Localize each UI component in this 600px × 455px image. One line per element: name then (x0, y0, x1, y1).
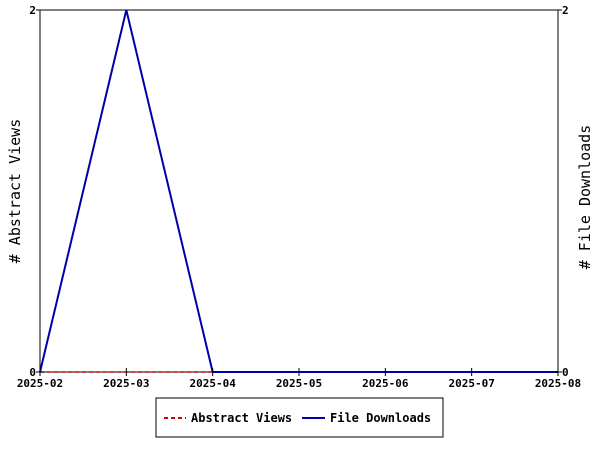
y-axis-title-right: # File Downloads (576, 125, 594, 270)
plot-area (39, 9, 559, 373)
x-tick-label: 2025-05 (276, 377, 322, 390)
x-tick-label: 2025-06 (362, 377, 409, 390)
x-axis: 2025-02 2025-03 2025-04 2025-05 2025-06 2025-… (17, 368, 581, 390)
x-tick-label: 2025-03 (103, 377, 149, 390)
legend-label-abstract-views: Abstract Views (191, 411, 292, 425)
legend-label-file-downloads: File Downloads (330, 411, 431, 425)
y-axis-title-left: # Abstract Views (6, 119, 24, 264)
y-tick-label-right: 0 (562, 366, 569, 379)
x-tick-label: 2025-08 (535, 377, 581, 390)
y-tick-label-left: 0 (29, 366, 36, 379)
x-tick-label: 2025-02 (17, 377, 63, 390)
y-tick-label-right: 2 (562, 4, 569, 17)
legend-box (155, 397, 444, 438)
x-tick-label: 2025-07 (448, 377, 494, 390)
y-axes: 0 2 0 2 (29, 4, 568, 379)
y-tick-label-left: 2 (29, 4, 36, 17)
x-tick-label: 2025-04 (189, 377, 236, 390)
legend: Abstract Views File Downloads (155, 397, 444, 438)
